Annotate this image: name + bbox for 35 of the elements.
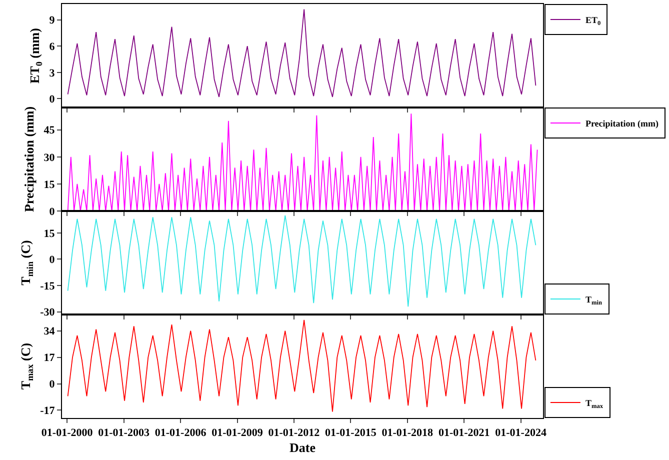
x-tick-label: 01-01-2000 [41, 427, 94, 440]
y-tick-label: 0 [49, 254, 56, 266]
x-tick-label: 01-01-2006 [154, 427, 207, 440]
x-tick-label: 01-01-2021 [438, 427, 490, 440]
y-tick-label: 34 [44, 326, 56, 338]
y-tick-label: 17 [44, 352, 56, 364]
y-tick-label: -17 [40, 405, 56, 418]
y-tick-label: 30 [44, 152, 56, 164]
y-tick-label: 0 [49, 94, 56, 106]
x-tick-label: 01-01-2009 [212, 427, 264, 440]
y-tick-label: 9 [49, 14, 56, 27]
x-tick-label: 01-01-2012 [268, 427, 320, 440]
y-tick-label: 3 [49, 67, 56, 80]
x-tick-label: 01-01-2015 [324, 427, 377, 440]
y-tick-label: 0 [49, 206, 56, 218]
line-series [67, 214, 536, 308]
y-tick-label: 15 [44, 228, 56, 240]
x-tick-label: 01-01-2003 [98, 427, 150, 440]
y-tick-label: 15 [44, 178, 56, 191]
y-axis-title: Precipitation (mm) [22, 106, 37, 212]
y-tick-label: 45 [44, 124, 56, 137]
line-series [67, 113, 538, 211]
legend-label: T$_{max}$ [585, 398, 604, 410]
legend-label: Precipitation (mm) [585, 118, 659, 129]
y-tick-label: 6 [49, 40, 56, 53]
y-tick-label: -30 [40, 306, 56, 319]
legend-label: ET$_{0}$ [585, 15, 601, 27]
x-tick-label: 01-01-2018 [382, 427, 434, 440]
legend-label: T$_{min}$ [585, 294, 602, 306]
y-tick-label: 0 [49, 378, 56, 391]
x-axis-title: Date [290, 440, 316, 455]
x-tick-label: 01-01-2024 [495, 427, 547, 440]
line-series [67, 8, 536, 98]
line-series [67, 320, 536, 412]
y-tick-label: -15 [40, 280, 56, 292]
